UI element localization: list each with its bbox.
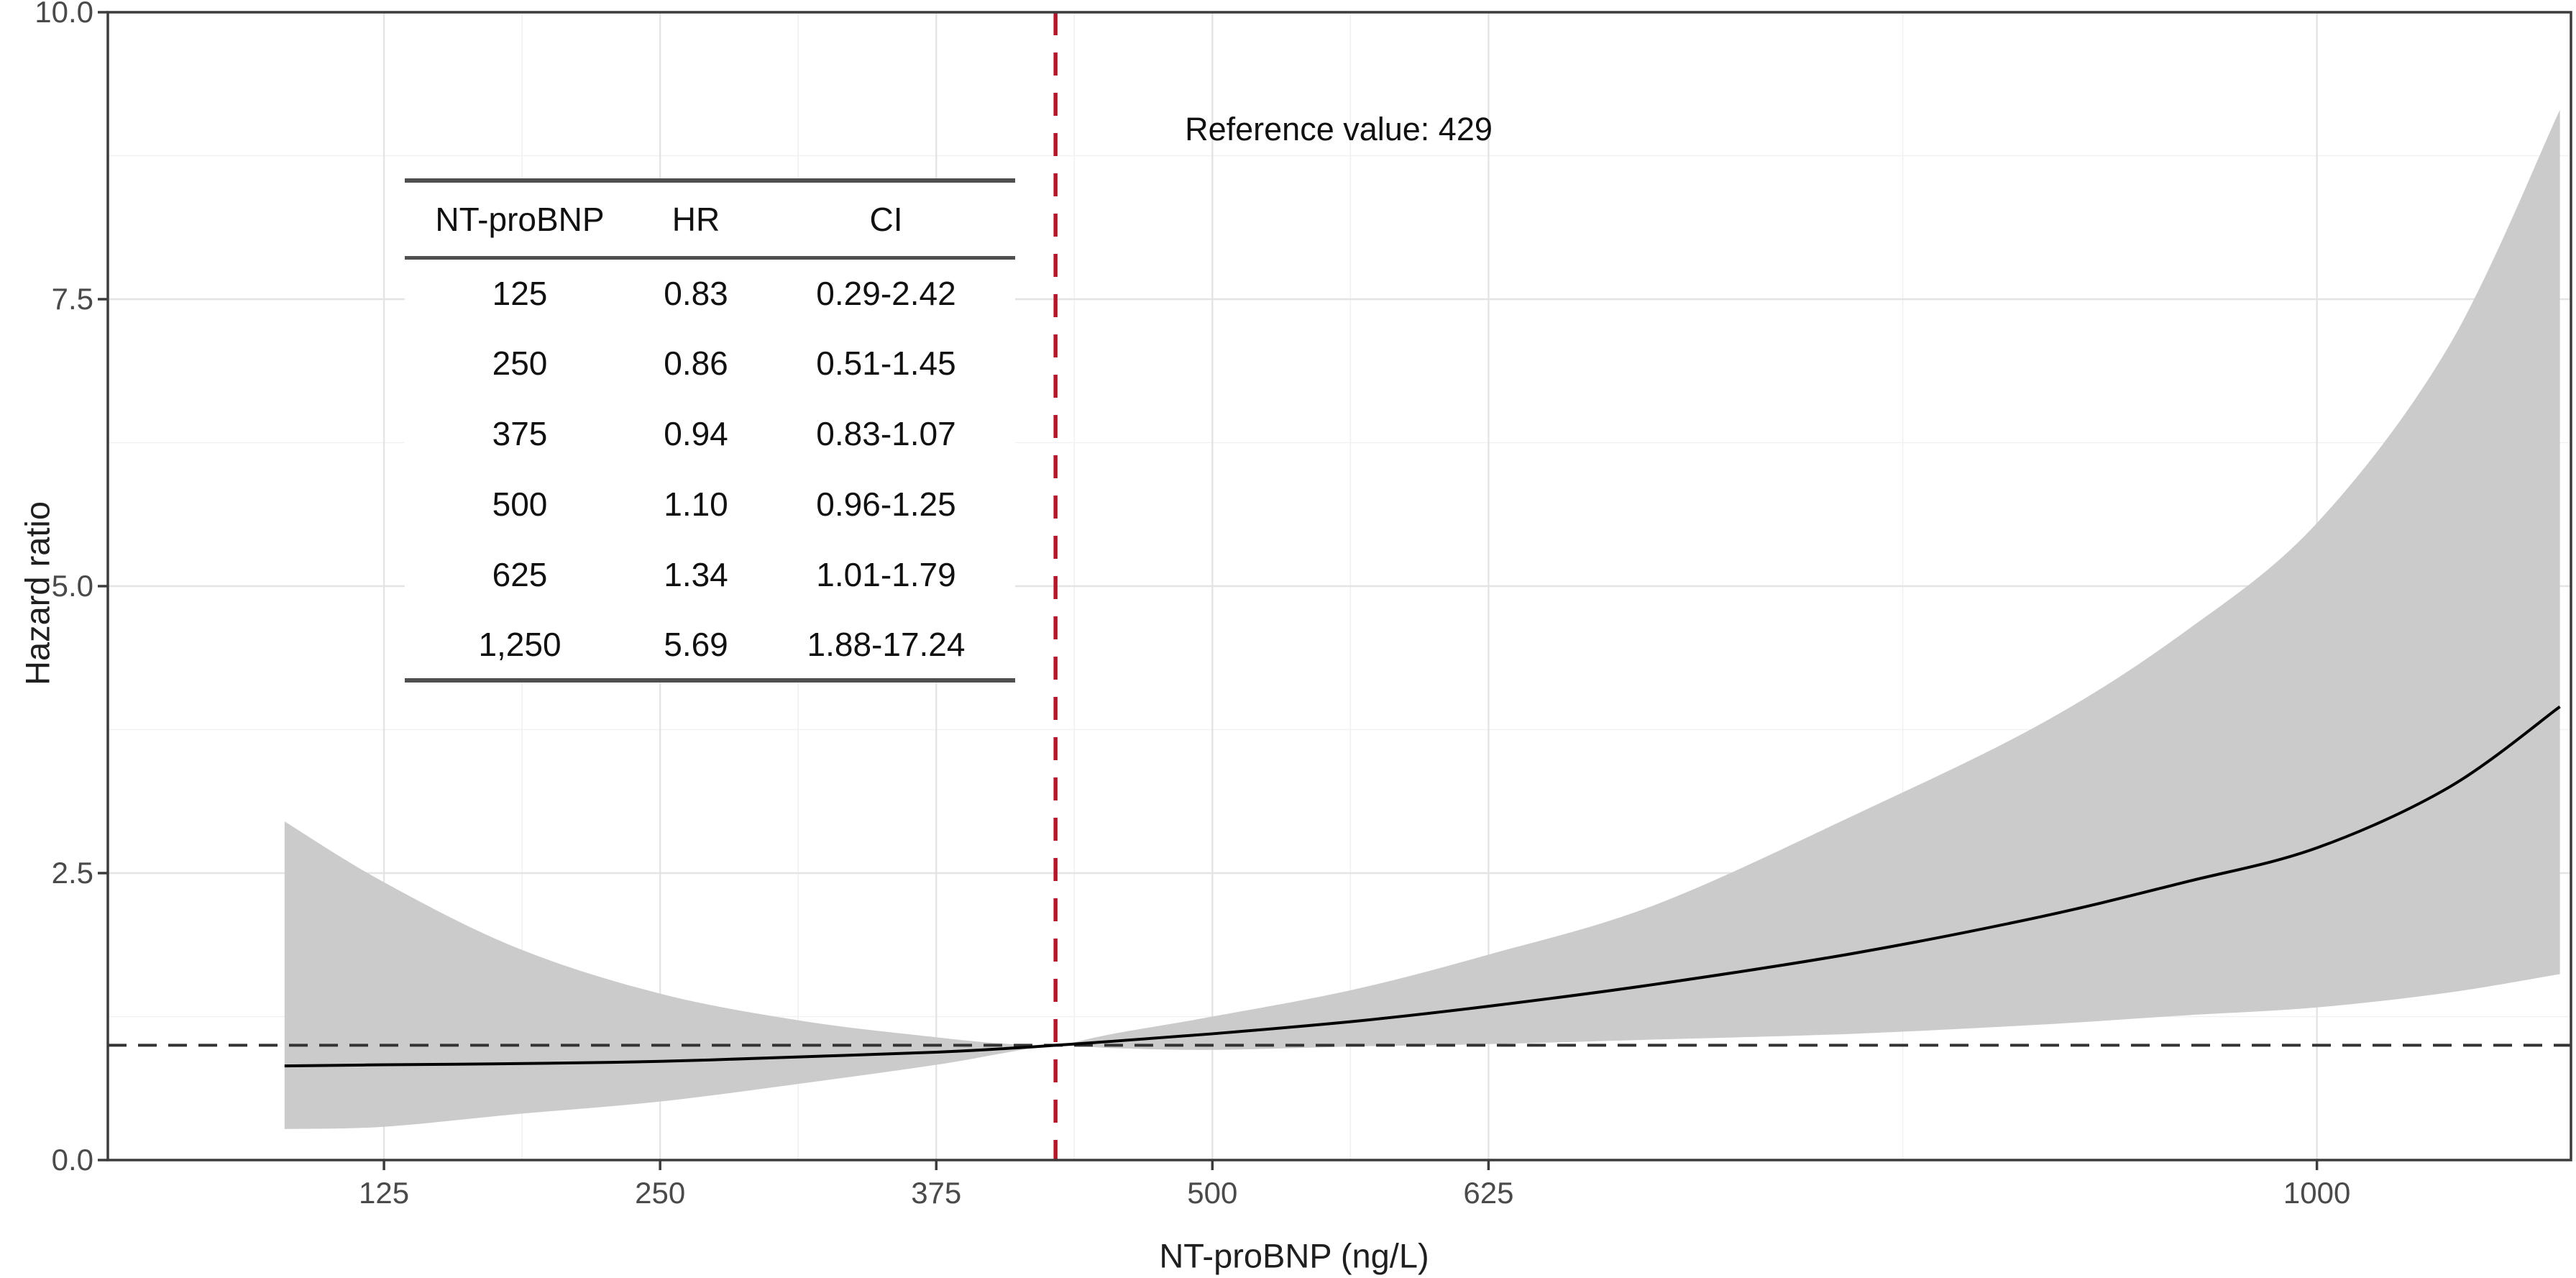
table-cell: 1.01-1.79 (816, 556, 956, 593)
hr-ci-table-header: NT-proBNP HR CI (405, 181, 1015, 257)
x-tick-label: 1000 (2283, 1176, 2351, 1210)
reference-value-annotation: Reference value: 429 (1185, 111, 1493, 147)
y-tick-label: 5.0 (51, 569, 93, 603)
table-cell: 0.94 (664, 415, 728, 452)
table-cell: 0.83-1.07 (816, 415, 956, 452)
table-cell: 0.86 (664, 344, 728, 382)
x-tick-label: 375 (911, 1176, 962, 1210)
table-cell: 1.88-17.24 (807, 625, 966, 663)
table-cell: 5.69 (664, 625, 728, 663)
table-cell: 250 (492, 344, 548, 382)
x-tick-label: 250 (635, 1176, 686, 1210)
x-tick-label: 500 (1187, 1176, 1238, 1210)
table-header-cell: NT-proBNP (435, 200, 605, 238)
table-row: 250 0.86 0.51-1.45 (405, 328, 1015, 398)
x-axis-title: NT-proBNP (ng/L) (1159, 1236, 1429, 1275)
table-cell: 375 (492, 415, 548, 452)
table-header-cell: CI (869, 200, 903, 238)
table-cell: 500 (492, 485, 548, 523)
table-cell: 1,250 (478, 625, 562, 663)
y-tick-label: 10.0 (35, 0, 93, 29)
table-row: 625 1.34 1.01-1.79 (405, 539, 1015, 610)
table-cell: 1.34 (664, 556, 728, 593)
table-cell: 0.83 (664, 275, 728, 313)
table-cell: 1.10 (664, 485, 728, 523)
table-row: 375 0.94 0.83-1.07 (405, 398, 1015, 469)
table-cell: 625 (492, 556, 548, 593)
confidence-band (284, 109, 2560, 1129)
table-row: 1,250 5.69 1.88-17.24 (405, 610, 1015, 680)
y-tick-label: 2.5 (51, 856, 93, 890)
table-cell: 125 (492, 275, 548, 313)
table-cell: 0.29-2.42 (816, 275, 956, 313)
table-cell: 0.51-1.45 (816, 344, 956, 382)
table-header-cell: HR (671, 200, 720, 238)
table-row: 500 1.10 0.96-1.25 (405, 469, 1015, 539)
table-row: 125 0.83 0.29-2.42 (405, 257, 1015, 328)
hazard-ratio-curve (284, 705, 2561, 1068)
x-tick-label: 625 (1463, 1176, 1514, 1210)
x-tick-label: 125 (359, 1176, 410, 1210)
table-cell: 0.96-1.25 (816, 485, 956, 523)
y-tick-label: 0.0 (51, 1143, 93, 1177)
hr-ci-table: NT-proBNP HR CI 125 0.83 0.29-2.42 250 0.86 0.5… (405, 178, 1015, 683)
y-tick-label: 7.5 (51, 282, 93, 316)
hr-ci-table-body: 125 0.83 0.29-2.42 250 0.86 0.51-1.45 375 0.94 0… (405, 257, 1015, 680)
